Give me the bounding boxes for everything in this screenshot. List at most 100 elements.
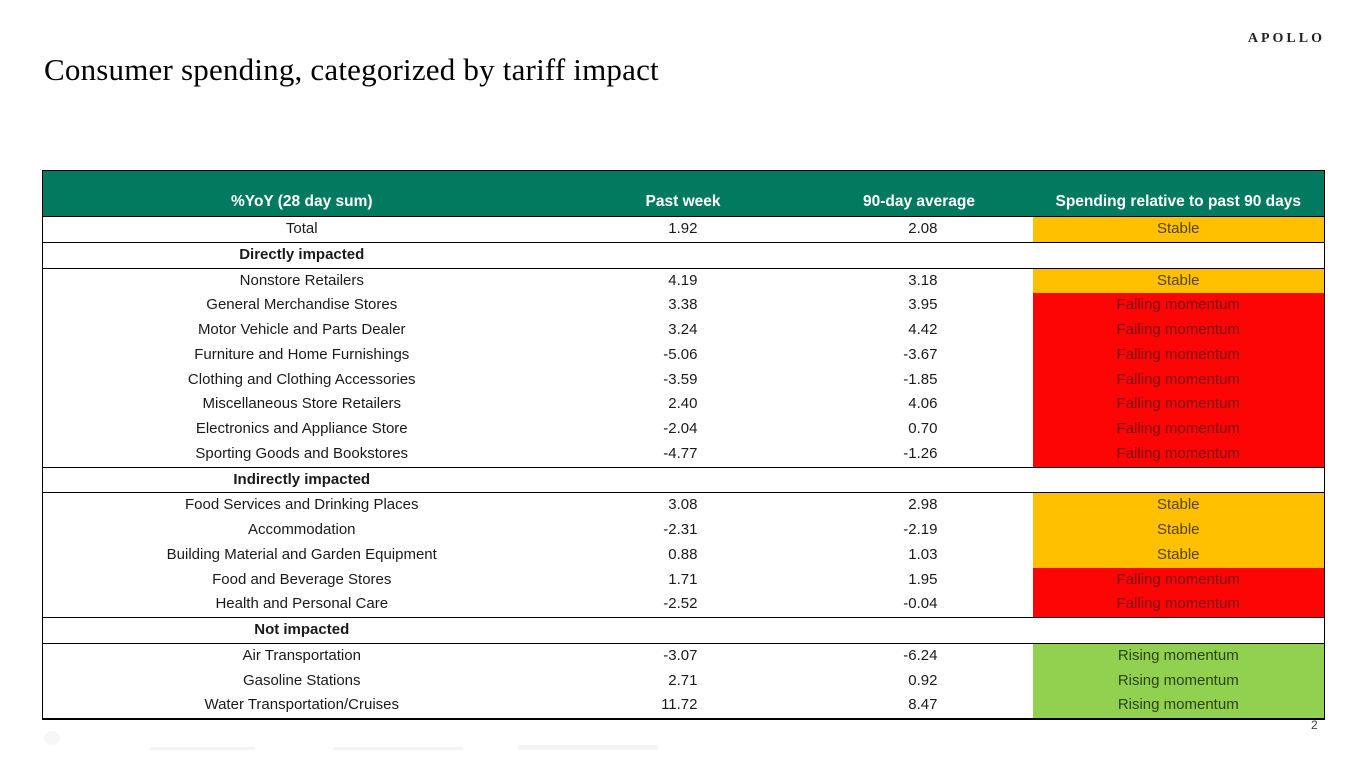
apollo-logo: APOLLO	[1247, 31, 1325, 46]
status-cell: Falling momentum	[1032, 567, 1325, 593]
category-cell: Directly impacted	[42, 241, 561, 269]
status-cell: Rising momentum	[1032, 693, 1325, 719]
status-cell	[1032, 241, 1325, 269]
page-number: 2	[1311, 718, 1318, 732]
page-title: Consumer spending, categorized by tariff…	[44, 52, 659, 87]
past-week-cell: 4.19	[668, 271, 698, 289]
category-cell: Food and Beverage Stores	[212, 570, 392, 588]
past-week-cell: 1.92	[668, 220, 698, 237]
table-row: Water Transportation/Cruises 11.72 8.47 …	[43, 693, 1325, 719]
status-cell: Stable	[1032, 492, 1325, 518]
past-week-cell: 2.71	[668, 671, 698, 689]
past-week-cell: 3.24	[668, 321, 698, 338]
avg-90-cell: -2.19	[903, 521, 938, 538]
section-header-row: Directly impacted	[42, 241, 1325, 269]
avg-90-cell: 4.42	[908, 321, 938, 338]
category-cell: Air Transportation	[242, 646, 361, 664]
category-cell: Food Services and Drinking Places	[185, 496, 419, 514]
table-row: Electronics and Appliance Store -2.04 0.…	[43, 417, 1325, 442]
past-week-cell: -2.04	[663, 420, 698, 437]
status-cell: Stable	[1032, 216, 1325, 243]
spending-table: %YoY (28 day sum) Past week 90-day avera…	[42, 170, 1325, 720]
footer-smudge	[333, 747, 463, 750]
past-week-cell: -5.06	[663, 345, 698, 363]
table-header-row: %YoY (28 day sum) Past week 90-day avera…	[42, 170, 1325, 217]
table-row: Total 1.92 2.08 Stable	[43, 216, 1325, 243]
status-cell: Stable	[1032, 268, 1325, 294]
past-week-cell: 0.88	[668, 545, 698, 563]
past-week-cell	[560, 466, 806, 494]
status-cell: Falling momentum	[1032, 417, 1325, 442]
past-week-cell: -3.07	[663, 646, 698, 664]
table-row: Air Transportation -3.07 -6.24 Rising mo…	[43, 643, 1325, 669]
table-row: Accommodation -2.31 -2.19 Stable	[43, 518, 1325, 543]
status-cell: Falling momentum	[1032, 592, 1325, 618]
past-week-cell: -2.31	[663, 521, 698, 538]
col-header-past-week: Past week	[560, 170, 806, 217]
past-week-cell: -3.59	[663, 370, 698, 388]
status-cell: Falling momentum	[1032, 392, 1325, 417]
avg-90-cell	[805, 241, 1033, 269]
category-cell: Total	[285, 220, 318, 237]
section-header-row: Not impacted	[42, 617, 1325, 644]
avg-90-cell: -3.67	[903, 345, 938, 363]
table-row: Motor Vehicle and Parts Dealer 3.24 4.42…	[43, 318, 1325, 343]
section-header-row: Indirectly impacted	[42, 466, 1325, 494]
col-header-spending-relative: Spending relative to past 90 days	[1032, 170, 1325, 217]
avg-90-cell: 2.98	[908, 496, 938, 514]
past-week-cell: -2.52	[663, 595, 698, 613]
avg-90-cell: 4.06	[908, 395, 938, 413]
status-cell: Falling momentum	[1032, 441, 1325, 467]
avg-90-cell: -6.24	[903, 646, 938, 664]
category-cell: Nonstore Retailers	[239, 271, 364, 289]
avg-90-cell: 0.92	[908, 671, 938, 689]
status-cell: Falling momentum	[1032, 318, 1325, 343]
avg-90-cell: -0.04	[903, 595, 938, 613]
avg-90-cell	[805, 617, 1033, 644]
category-cell: Accommodation	[247, 521, 356, 538]
past-week-cell: 3.08	[668, 496, 698, 514]
status-cell: Falling momentum	[1032, 293, 1325, 318]
category-cell: Building Material and Garden Equipment	[166, 545, 437, 563]
status-cell	[1032, 466, 1325, 494]
status-cell: Rising momentum	[1032, 668, 1325, 694]
table-row: Gasoline Stations 2.71 0.92 Rising momen…	[43, 668, 1325, 694]
table-row: Food and Beverage Stores 1.71 1.95 Falli…	[43, 567, 1325, 593]
past-week-cell	[560, 617, 806, 644]
table-row: Clothing and Clothing Accessories -3.59 …	[43, 367, 1325, 393]
status-cell: Stable	[1032, 542, 1325, 568]
status-cell: Falling momentum	[1032, 367, 1325, 393]
avg-90-cell: 2.08	[908, 220, 938, 237]
footer-smudge	[150, 747, 255, 750]
category-cell: Water Transportation/Cruises	[204, 696, 400, 714]
past-week-cell: -4.77	[663, 444, 698, 462]
past-week-cell: 1.71	[668, 570, 698, 588]
table-row: Building Material and Garden Equipment 0…	[43, 542, 1325, 568]
category-cell: Clothing and Clothing Accessories	[187, 370, 416, 388]
table-row: Miscellaneous Store Retailers 2.40 4.06 …	[43, 392, 1325, 417]
category-cell: Health and Personal Care	[215, 595, 389, 613]
category-cell: Not impacted	[42, 617, 561, 644]
status-cell	[1032, 617, 1325, 644]
avg-90-cell: 3.95	[908, 296, 938, 314]
status-cell: Stable	[1032, 518, 1325, 543]
avg-90-cell: -1.26	[903, 444, 938, 462]
avg-90-cell: 8.47	[908, 696, 938, 714]
table-row: Sporting Goods and Bookstores -4.77 -1.2…	[43, 441, 1325, 467]
avg-90-cell: 1.95	[908, 570, 938, 588]
table-row: Food Services and Drinking Places 3.08 2…	[43, 492, 1325, 518]
category-cell: Gasoline Stations	[242, 671, 361, 689]
spending-table-body: Total 1.92 2.08 Stable Directly impacted…	[42, 216, 1325, 719]
past-week-cell: 2.40	[668, 395, 698, 413]
past-week-cell	[560, 241, 806, 269]
footer-smudge	[44, 731, 60, 745]
status-cell: Rising momentum	[1032, 643, 1325, 669]
table-row: Nonstore Retailers 4.19 3.18 Stable	[43, 268, 1325, 294]
footer-smudge	[518, 745, 658, 750]
avg-90-cell: -1.85	[903, 370, 938, 388]
category-cell: Furniture and Home Furnishings	[194, 345, 410, 363]
category-cell: Sporting Goods and Bookstores	[195, 444, 409, 462]
col-header-category: %YoY (28 day sum)	[42, 170, 561, 217]
table-row: General Merchandise Stores 3.38 3.95 Fal…	[43, 293, 1325, 318]
status-cell: Falling momentum	[1032, 342, 1325, 368]
